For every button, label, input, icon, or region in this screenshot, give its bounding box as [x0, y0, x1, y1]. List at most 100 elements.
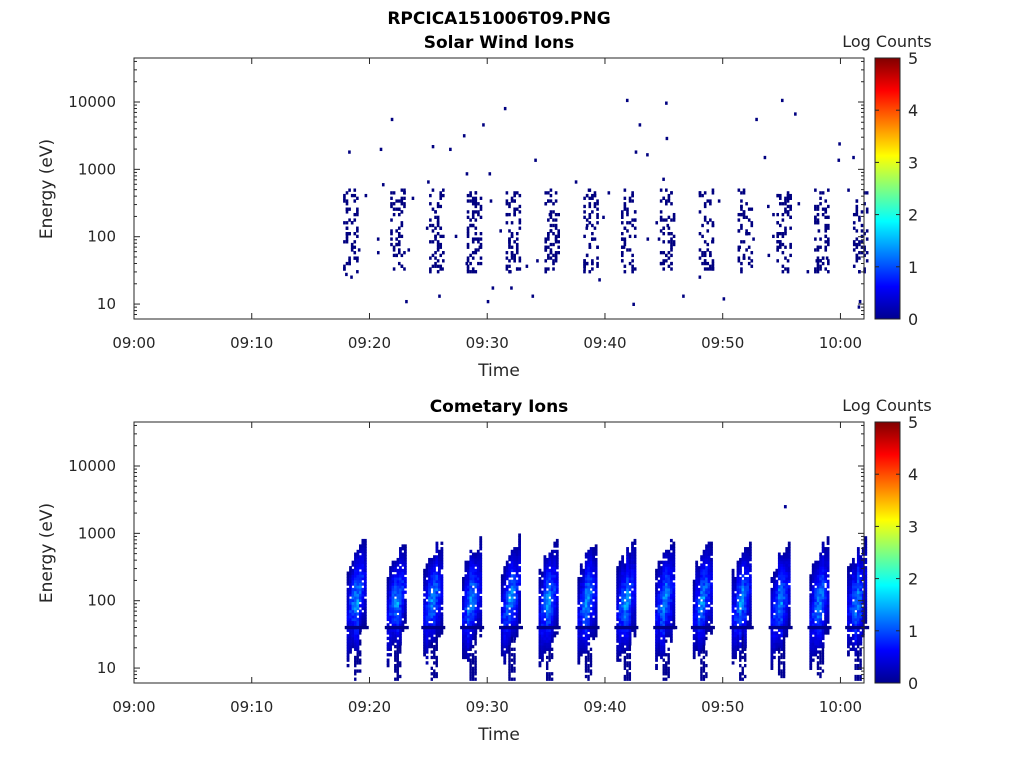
heatmap-cell [591, 237, 594, 241]
heatmap-cell [543, 639, 547, 643]
heatmap-cell [816, 615, 820, 619]
heatmap-cell [401, 544, 405, 548]
heatmap-cell [474, 606, 478, 611]
heatmap-cell [505, 199, 509, 203]
heatmap-cell [856, 587, 860, 592]
heatmap-cell [659, 229, 663, 233]
heatmap-cell [851, 612, 855, 616]
heatmap-cell [582, 571, 586, 575]
heatmap-cell [543, 644, 547, 649]
heatmap-cell [347, 625, 350, 630]
heatmap-cell [433, 604, 436, 608]
heatmap-cell [621, 631, 625, 635]
heatmap-cell [670, 248, 673, 252]
heatmap-cell [739, 653, 742, 657]
heatmap-cell [859, 653, 862, 657]
heatmap-cell [430, 650, 433, 654]
heatmap-cell [618, 653, 622, 657]
heatmap-cell [772, 655, 776, 660]
heatmap-cell [618, 636, 622, 641]
heatmap-cell [660, 655, 663, 660]
heatmap-cell [545, 582, 549, 586]
heatmap-cell [577, 647, 581, 651]
heatmap-cell [623, 568, 627, 573]
heatmap-cell [739, 582, 742, 586]
heatmap-cell [859, 560, 863, 564]
heatmap-cell [814, 574, 818, 578]
heatmap-cell [662, 647, 666, 651]
heatmap-cell [548, 604, 552, 608]
heatmap-cell [471, 587, 475, 592]
heatmap-cell [438, 582, 441, 586]
heatmap-cell [436, 240, 440, 244]
heatmap-cell [550, 617, 554, 622]
heatmap-cell [548, 609, 552, 613]
heatmap-cell [786, 199, 790, 203]
heatmap-cell [469, 642, 473, 646]
heatmap-cell [819, 606, 823, 611]
heatmap-cell [423, 644, 426, 649]
heatmap-cell [782, 639, 786, 643]
heatmap-cell [500, 582, 504, 586]
heatmap-cell [354, 655, 357, 660]
heatmap-cell [510, 639, 514, 643]
heatmap-cell [396, 585, 400, 589]
heatmap-cell [356, 658, 359, 662]
heatmap-cell [707, 617, 711, 622]
heatmap-cell [734, 647, 737, 651]
heatmap-cell [423, 587, 426, 592]
heatmap-cell [782, 604, 786, 608]
heatmap-cell [391, 560, 395, 564]
heatmap-cell [584, 604, 588, 608]
heatmap-cell [786, 204, 790, 209]
heatmap-cell [782, 672, 786, 676]
heatmap-cell [503, 571, 507, 575]
heatmap-cell [505, 596, 509, 600]
heatmap-cell [692, 650, 696, 654]
heatmap-cell [596, 207, 599, 211]
heatmap-cell [621, 566, 625, 570]
heatmap-cell [659, 215, 663, 220]
heatmap-cell [594, 582, 598, 586]
solar-wind-ions-panel: Solar Wind Ions 09:00 09:10 09:20 09:30 09:4… [37, 32, 932, 381]
heatmap-cell [584, 617, 588, 622]
heatmap-cell [584, 582, 588, 586]
heatmap-cell [359, 596, 362, 600]
heatmap-cell [782, 634, 786, 638]
heatmap-cell [513, 552, 517, 556]
heatmap-cell [711, 264, 715, 268]
heatmap-cell [623, 620, 627, 624]
heatmap-cell [787, 596, 791, 600]
heatmap-cell [780, 604, 784, 608]
heatmap-cell [513, 636, 517, 641]
heatmap-cell [667, 193, 671, 198]
heatmap-cell [394, 631, 397, 635]
heatmap-cell [391, 634, 395, 638]
heatmap-cell [856, 549, 860, 554]
heatmap-cell [667, 199, 671, 203]
heatmap-cell [731, 598, 735, 603]
heatmap-cell [775, 609, 779, 613]
heatmap-cell [707, 628, 711, 632]
heatmap-cell [594, 623, 598, 627]
heatmap-cell [861, 615, 865, 619]
heatmap-cell [780, 672, 783, 676]
heatmap-cell [705, 672, 708, 676]
heatmap-cell [700, 582, 704, 586]
heatmap-cell [547, 256, 550, 260]
heatmap-cell [400, 202, 404, 206]
heatmap-cell [391, 639, 395, 643]
heatmap-cell [433, 601, 436, 605]
heatmap-cell [731, 636, 735, 641]
heatmap-cell [433, 582, 436, 586]
heatmap-cell [471, 623, 475, 627]
heatmap-cell [702, 585, 706, 589]
heatmap-cell [474, 628, 478, 632]
heatmap-cell [856, 655, 860, 660]
heatmap-cell [592, 566, 596, 570]
heatmap-cell [669, 563, 673, 567]
heatmap-cell [587, 574, 591, 578]
heatmap-cell [623, 650, 627, 654]
heatmap-cell [476, 609, 480, 613]
heatmap-cell [510, 582, 514, 586]
